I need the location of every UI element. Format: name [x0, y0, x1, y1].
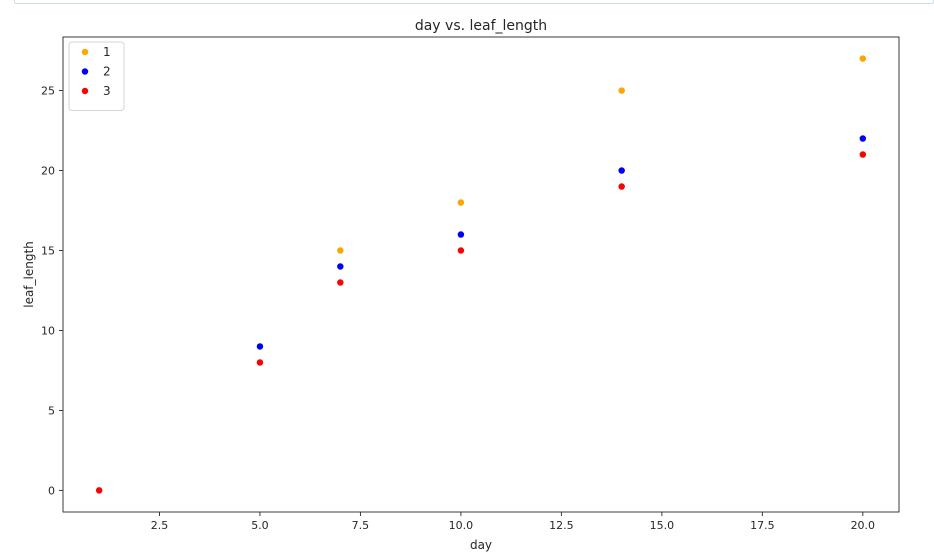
x-tick-label: 12.5	[549, 519, 574, 532]
y-tick-label: 15	[41, 245, 55, 258]
data-point	[336, 278, 345, 287]
x-tick-label: 5.0	[251, 519, 269, 532]
series-1-points	[95, 54, 867, 495]
x-axis-ticks: 2.5 5.0 7.5 10.0 12.5 15.0 17.5 20.0	[151, 512, 875, 532]
x-tick-label: 2.5	[151, 519, 169, 532]
x-tick-label: 10.0	[449, 519, 474, 532]
legend-frame	[68, 41, 125, 111]
data-point	[858, 54, 867, 63]
legend-marker	[81, 48, 89, 56]
legend-label: 1	[103, 45, 111, 59]
y-axis-label: leaf_length	[22, 241, 36, 308]
chart-title: day vs. leaf_length	[415, 18, 547, 34]
y-tick-label: 25	[41, 85, 55, 98]
legend-label: 3	[103, 84, 111, 98]
legend-marker	[81, 87, 89, 95]
data-point	[255, 342, 264, 351]
y-tick-label: 0	[48, 484, 55, 497]
x-tick-label: 17.5	[750, 519, 775, 532]
y-axis-ticks: 0 5 10 15 20 25	[41, 85, 63, 497]
x-tick-label: 7.5	[352, 519, 370, 532]
plot-area-frame	[62, 36, 900, 513]
data-point	[456, 246, 465, 255]
legend-label: 2	[103, 65, 111, 79]
x-tick-label: 20.0	[851, 519, 876, 532]
data-point	[617, 166, 626, 175]
data-point	[617, 86, 626, 95]
data-point	[858, 150, 867, 159]
data-point	[255, 358, 264, 367]
data-point	[456, 230, 465, 239]
series-2-points	[95, 134, 867, 495]
data-point	[95, 486, 104, 495]
data-point	[858, 134, 867, 143]
legend-marker	[81, 67, 89, 76]
series-3-points	[95, 150, 867, 495]
x-tick-label: 15.0	[650, 519, 675, 532]
y-tick-label: 10	[41, 324, 55, 337]
x-axis-label: day	[470, 538, 492, 552]
data-point	[617, 182, 626, 191]
legend: 1 2 3	[68, 41, 125, 111]
data-point	[336, 246, 345, 255]
y-tick-label: 5	[48, 404, 55, 417]
data-point	[336, 262, 345, 271]
data-points	[95, 54, 867, 495]
data-point	[456, 198, 465, 207]
y-tick-label: 20	[41, 165, 55, 178]
